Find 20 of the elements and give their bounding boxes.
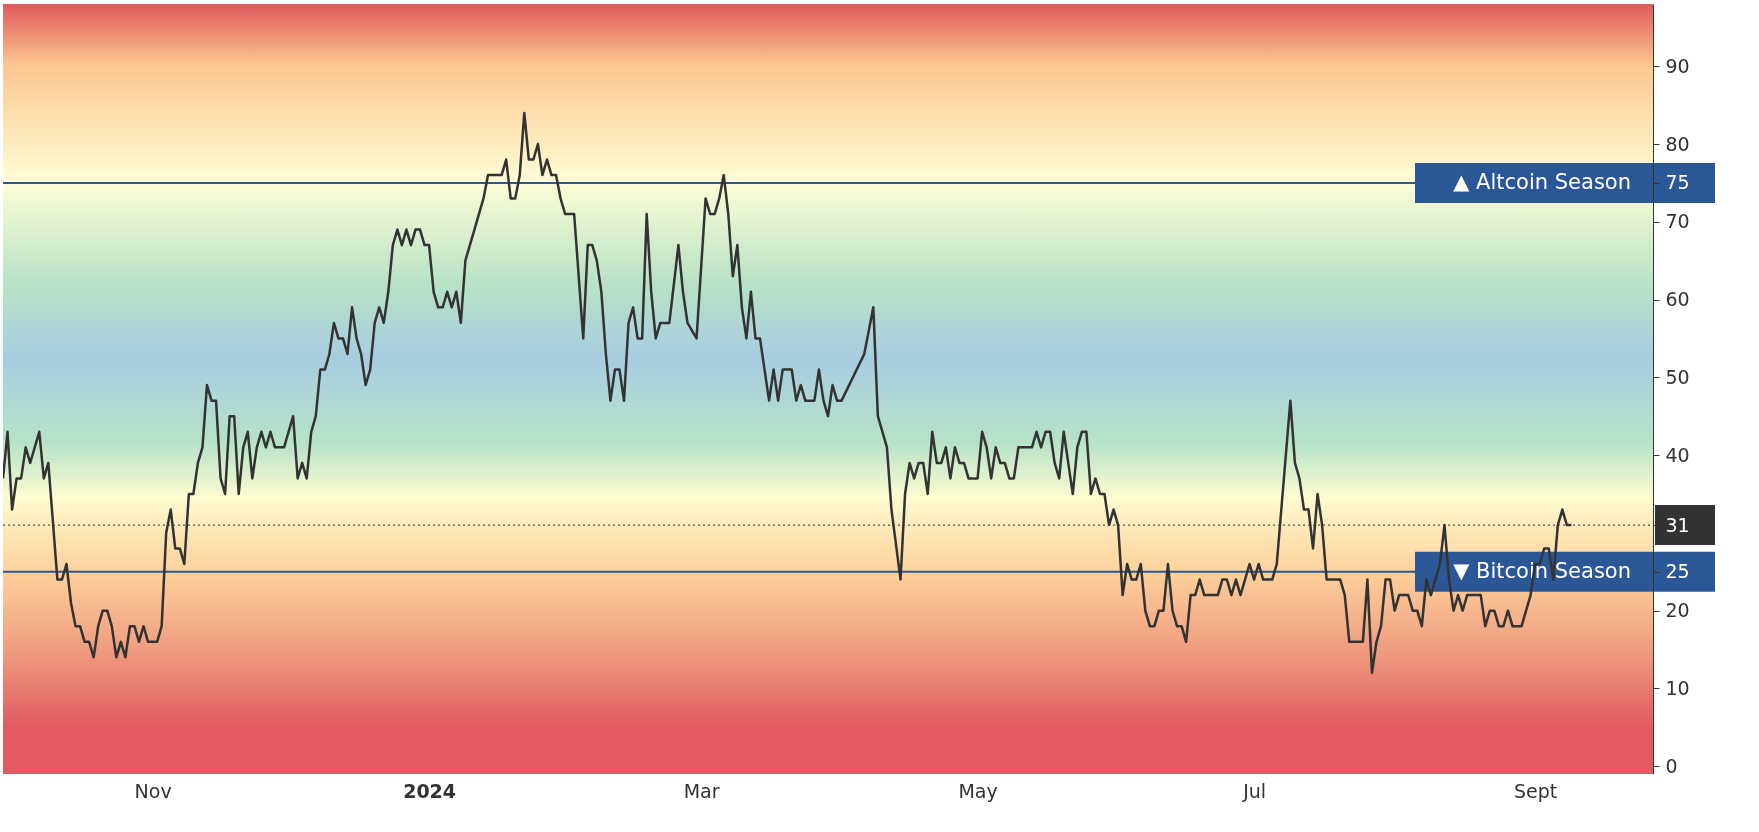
x-tick-label: Nov bbox=[134, 779, 172, 802]
y-tick-label: 10 bbox=[1665, 676, 1690, 699]
y-tick-label: 25 bbox=[1665, 560, 1690, 583]
x-tick-label: Mar bbox=[683, 779, 720, 802]
x-tick-label: Sept bbox=[1514, 779, 1558, 802]
y-tick-label: 80 bbox=[1665, 132, 1690, 155]
x-tick-label: Jul bbox=[1242, 779, 1267, 802]
y-tick-label: 0 bbox=[1665, 754, 1678, 777]
y-tick-label: 20 bbox=[1665, 599, 1690, 622]
x-tick-label: 2024 bbox=[403, 779, 457, 802]
y-tick-label: 70 bbox=[1665, 210, 1690, 233]
ref-line-label: ▲ Altcoin Season bbox=[1453, 169, 1631, 194]
y-tick-label: 75 bbox=[1665, 171, 1690, 194]
y-tick-label: 50 bbox=[1665, 365, 1690, 388]
y-tick-label: 60 bbox=[1665, 288, 1690, 311]
ref-line-label: ▼ Bitcoin Season bbox=[1453, 558, 1631, 583]
y-tick-label: 90 bbox=[1665, 54, 1690, 77]
y-tick-label: 31 bbox=[1665, 513, 1690, 536]
y-tick-label: 40 bbox=[1665, 443, 1690, 466]
x-tick-label: May bbox=[958, 779, 998, 802]
